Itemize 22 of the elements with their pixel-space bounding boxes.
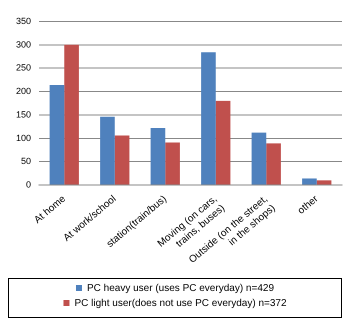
bar (216, 100, 230, 185)
bar (165, 142, 180, 185)
bar (64, 44, 79, 185)
legend-label: PC light user(does not use PC everyday) n=372 (74, 298, 287, 309)
bar (302, 178, 317, 185)
bar (150, 128, 166, 185)
bar (50, 84, 64, 185)
bar (316, 180, 332, 185)
bar (201, 52, 216, 185)
bar (100, 116, 115, 185)
bar (252, 132, 266, 185)
y-tick-label: 250 (16, 62, 32, 73)
y-tick-label: 50 (21, 156, 32, 166)
y-tick-label: 200 (16, 86, 32, 96)
legend-label: PC heavy user (uses PC everyday) n=429 (86, 282, 274, 294)
bar (266, 143, 281, 185)
y-tick-label: 350 (16, 16, 32, 26)
y-tick-label: 300 (16, 39, 32, 50)
y-tick-label: 0 (26, 180, 32, 190)
bar (114, 135, 130, 185)
y-tick-label: 150 (16, 109, 32, 120)
y-tick-label: 100 (16, 132, 32, 143)
